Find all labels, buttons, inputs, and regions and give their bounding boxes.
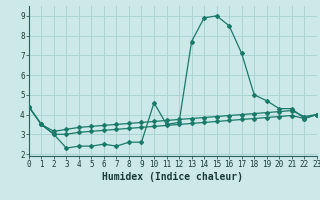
X-axis label: Humidex (Indice chaleur): Humidex (Indice chaleur) bbox=[102, 172, 243, 182]
